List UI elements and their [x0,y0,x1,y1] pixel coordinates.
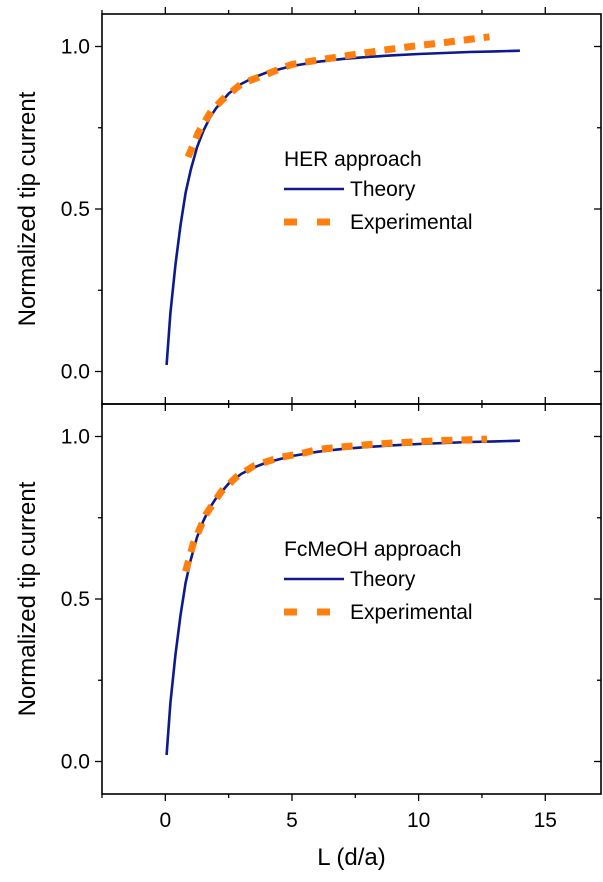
y-tick-label: 0.0 [61,361,90,384]
y-axis-label: Normalized tip current [14,481,41,716]
plot-frame [101,13,602,405]
legend: FcMeOH approach Theory Experimental [284,538,473,624]
series-line-experimental [182,435,488,573]
series-line-theory [165,439,520,756]
legend-label: Theory [350,568,416,591]
panel-1: 0.0 0.5 1.0 Normalized tip current HER appro… [14,7,602,411]
legend: HER approach Theory Experimental [284,148,473,234]
plot-frame [101,403,602,795]
y-axis-label: Normalized tip current [14,91,41,326]
y-tick-label: 1.0 [61,36,90,59]
panel-2: 0 5 10 15 0.0 0.5 1.0 Normalized tip current FcM… [14,397,602,832]
y-tick-label: 1.0 [61,426,90,449]
y-tick-label: 0.5 [61,198,90,221]
x-axis-label: L (d/a) [317,844,385,871]
y-tick-label: 0.5 [61,588,90,611]
legend-title: FcMeOH approach [284,538,461,561]
legend-label: Experimental [350,601,473,624]
x-tick-label: 15 [534,809,557,832]
legend-label: Theory [350,178,416,201]
x-tick-label: 5 [286,809,298,832]
legend-label: Experimental [350,211,473,234]
legend-title: HER approach [284,148,422,171]
series-line-experimental [184,33,490,159]
x-tick-label: 10 [407,809,430,832]
x-tick-label: 0 [159,809,171,832]
y-tick-label: 0.0 [61,751,90,774]
series-line-theory [165,49,520,366]
